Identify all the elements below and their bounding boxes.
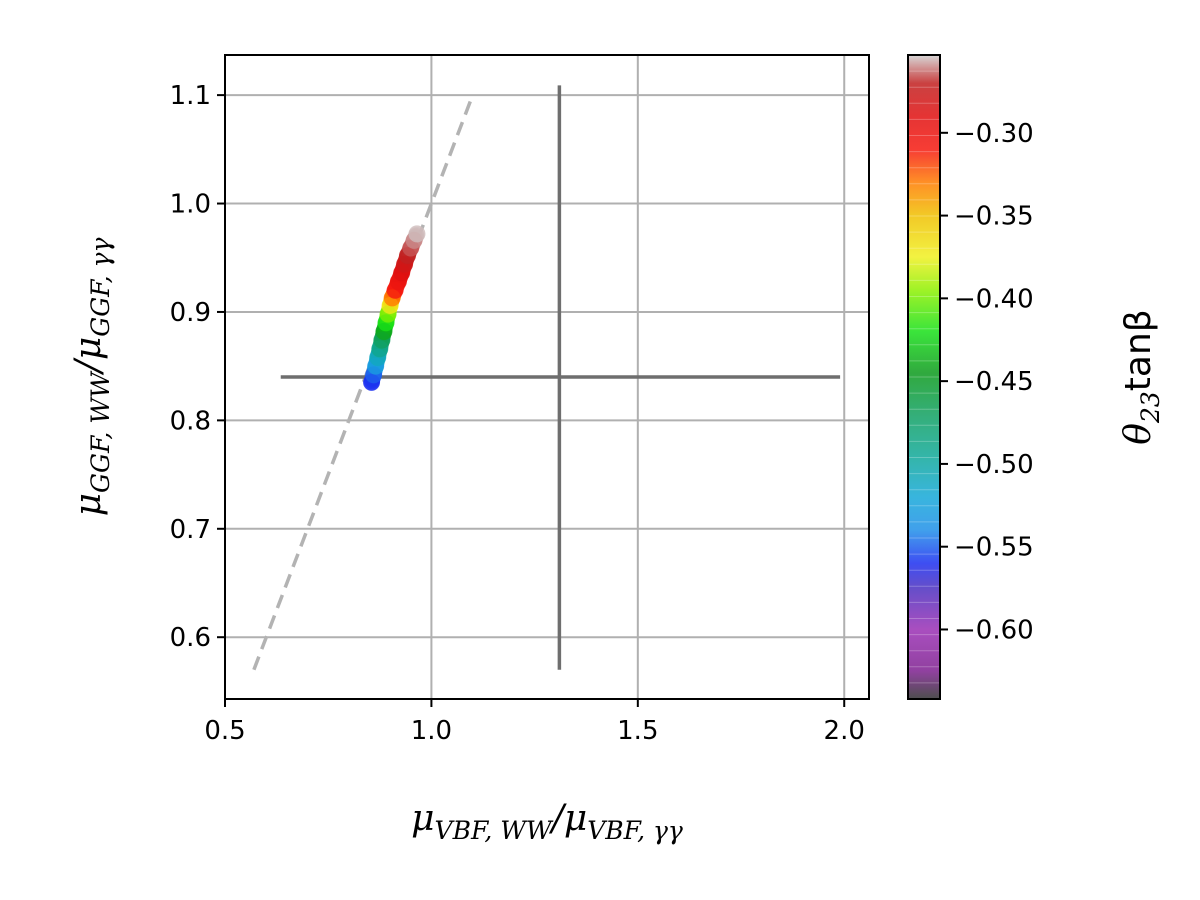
colorbar-bands (908, 70, 940, 684)
colorbar-tick-label: −0.50 (954, 450, 1034, 480)
y-tick-label: 0.8 (170, 406, 211, 436)
y-axis-label: μGGF, WW/μGGF, γγ (68, 238, 115, 517)
scatter-point (408, 225, 426, 243)
colorbar-tick-label: −0.30 (954, 119, 1034, 149)
plot-frame (224, 54, 870, 700)
reference-line (252, 94, 475, 671)
y-tick-label: 1.0 (170, 190, 211, 220)
colorbar-tick-label: −0.35 (954, 202, 1034, 232)
colorbar-label: θ23tanβ (1118, 309, 1165, 444)
y-tick-label: 0.9 (170, 298, 211, 328)
colorbar-tick-label: −0.60 (954, 615, 1034, 645)
diagonal-dashed-line (252, 94, 475, 671)
x-tick-label: 1.0 (411, 716, 452, 746)
colorbar-frame (907, 54, 941, 700)
colorbar-ticks: −0.30 −0.35 −0.40 −0.45 −0.50 −0.55 −0.60 (940, 119, 1034, 645)
y-tick-label: 1.1 (170, 81, 211, 111)
x-axis-ticks: 0.5 1.0 1.5 2.0 (204, 699, 865, 746)
x-tick-label: 2.0 (824, 716, 865, 746)
y-axis-ticks: 0.6 0.7 0.8 0.9 1.0 1.1 (170, 81, 225, 653)
y-tick-label: 0.6 (170, 623, 211, 653)
colorbar (908, 55, 940, 699)
colorbar-tick-label: −0.40 (954, 284, 1034, 314)
scatter-series (363, 225, 426, 391)
y-tick-label: 0.7 (170, 515, 211, 545)
x-tick-label: 0.5 (204, 716, 245, 746)
colorbar-tick-label: −0.45 (954, 367, 1034, 397)
colorbar-tick-label: −0.55 (954, 533, 1034, 563)
x-axis-label: μVBF, WW/μVBF, γγ (411, 798, 683, 845)
x-tick-label: 1.5 (617, 716, 658, 746)
